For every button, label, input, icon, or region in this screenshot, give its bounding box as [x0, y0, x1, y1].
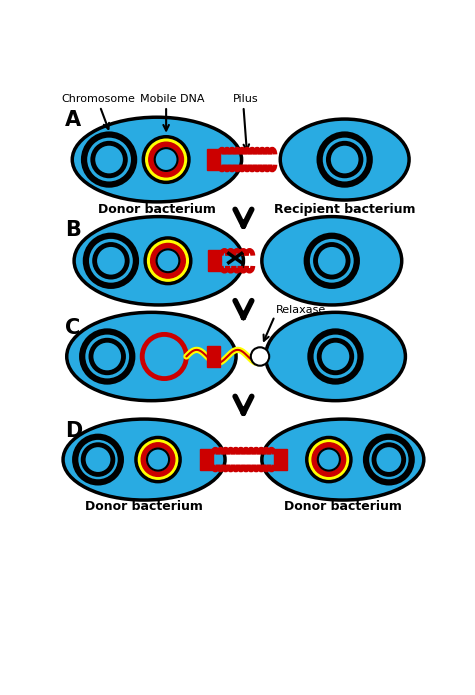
- Circle shape: [149, 142, 183, 177]
- Circle shape: [157, 250, 180, 272]
- Circle shape: [312, 443, 346, 476]
- Circle shape: [143, 137, 189, 182]
- Text: Relaxase: Relaxase: [276, 304, 326, 315]
- Text: Chromosome: Chromosome: [61, 94, 135, 104]
- Text: D: D: [65, 421, 82, 441]
- Circle shape: [307, 437, 351, 482]
- Text: Mobile DNA: Mobile DNA: [141, 94, 205, 104]
- Ellipse shape: [66, 312, 236, 401]
- Circle shape: [141, 443, 175, 476]
- Circle shape: [147, 448, 169, 471]
- Ellipse shape: [262, 419, 424, 500]
- Ellipse shape: [63, 419, 225, 500]
- Circle shape: [251, 348, 269, 366]
- Text: Donor bacterium: Donor bacterium: [85, 500, 203, 513]
- Circle shape: [151, 243, 185, 278]
- Circle shape: [145, 238, 191, 284]
- Ellipse shape: [266, 312, 406, 401]
- Bar: [207, 346, 219, 367]
- Circle shape: [155, 148, 178, 171]
- Ellipse shape: [74, 217, 243, 305]
- Ellipse shape: [72, 117, 242, 202]
- Text: Recipient bacterium: Recipient bacterium: [274, 203, 416, 215]
- Text: Pilus: Pilus: [233, 94, 259, 104]
- Bar: [200, 449, 213, 470]
- Circle shape: [136, 437, 180, 482]
- Text: A: A: [65, 110, 81, 130]
- Ellipse shape: [262, 217, 402, 305]
- Text: B: B: [65, 220, 81, 240]
- Bar: [209, 250, 221, 272]
- Text: C: C: [65, 318, 80, 338]
- Ellipse shape: [280, 119, 409, 200]
- Bar: [274, 449, 286, 470]
- Text: Donor bacterium: Donor bacterium: [284, 500, 402, 513]
- Text: Donor bacterium: Donor bacterium: [98, 203, 216, 215]
- Bar: [207, 149, 219, 170]
- Circle shape: [318, 448, 340, 471]
